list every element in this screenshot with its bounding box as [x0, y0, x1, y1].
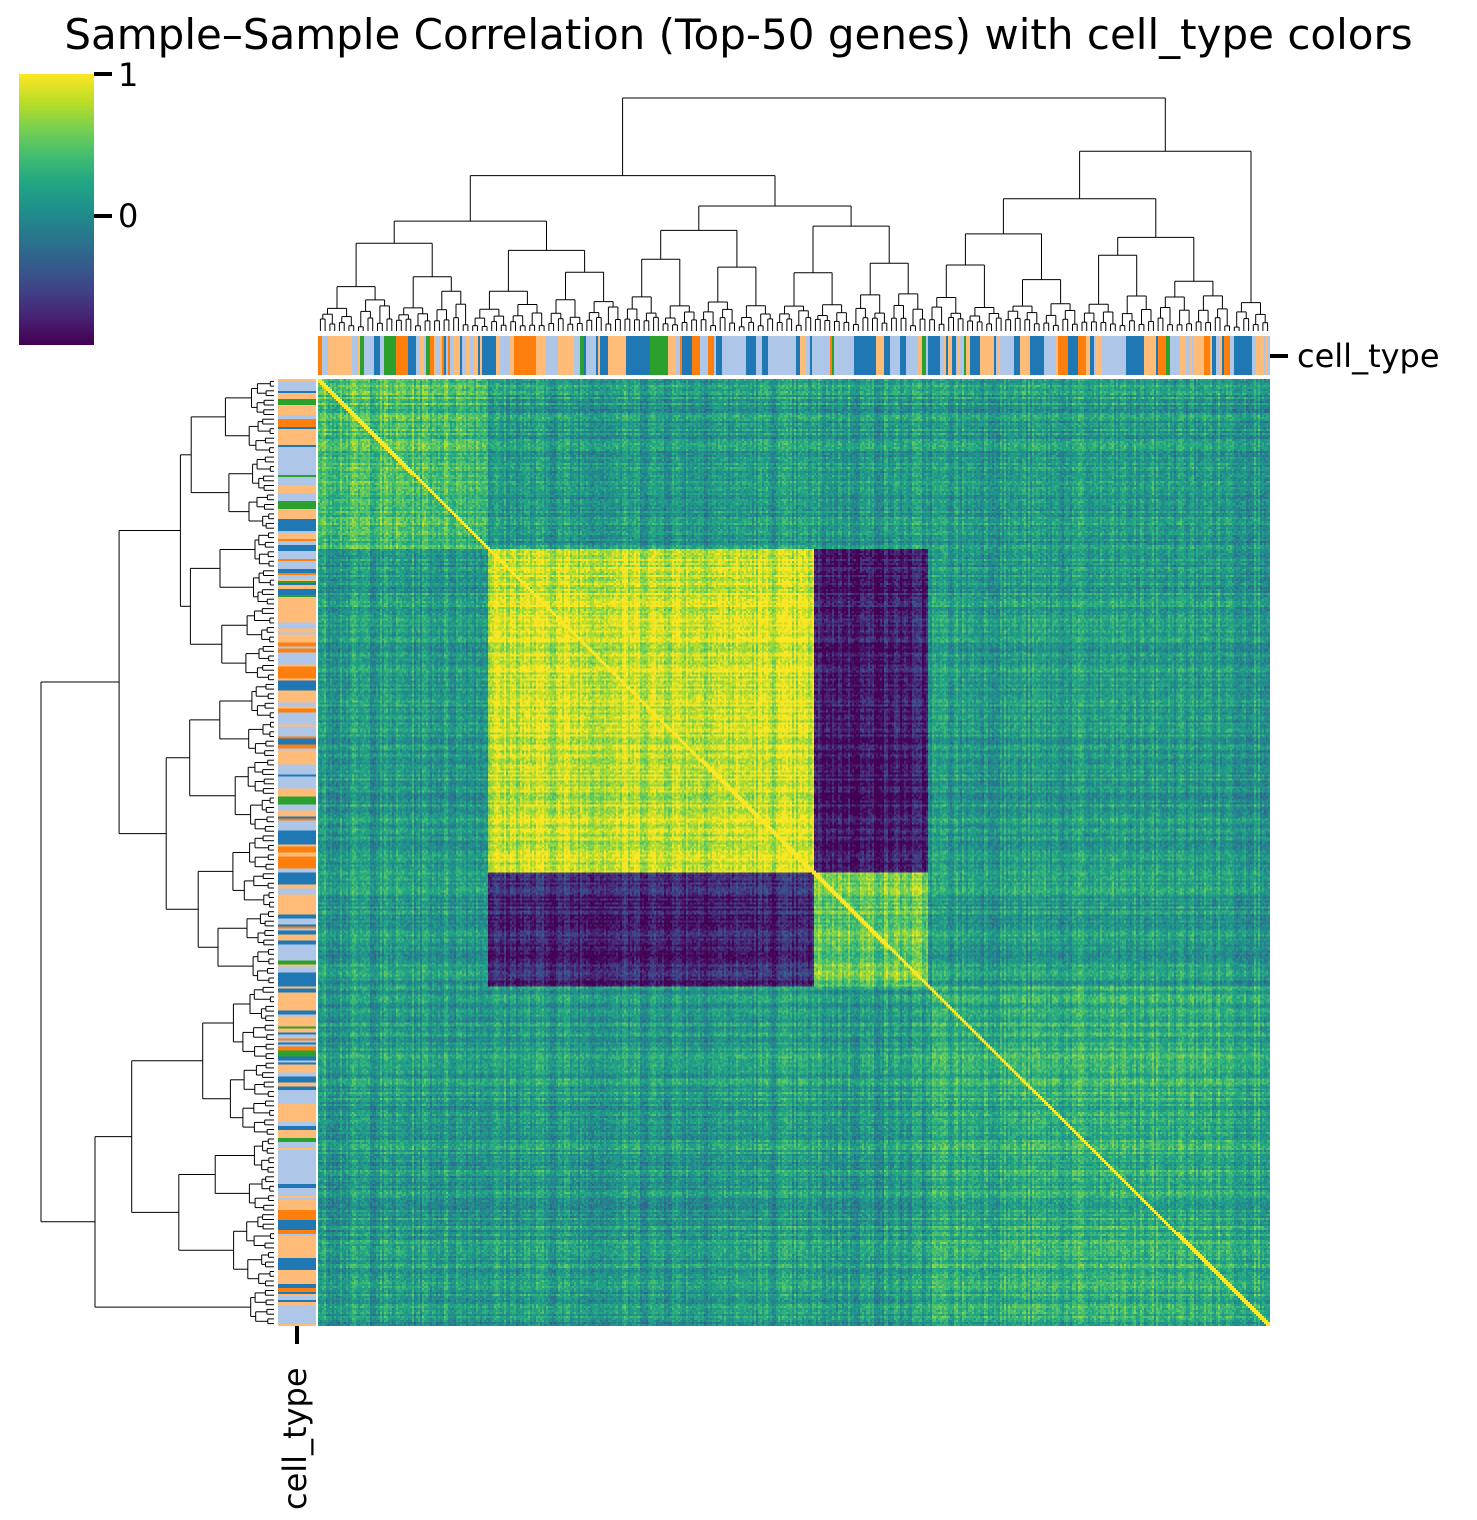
column-cell-type-colors: [318, 336, 1270, 375]
row-dendrogram: [40, 380, 274, 1325]
row-annotation-label: cell_type: [276, 1367, 314, 1510]
column-dendrogram: [319, 97, 1269, 331]
colorbar: [19, 74, 94, 345]
colorbar-ticks: [94, 72, 112, 218]
colorbar-tick-label-0: 0: [118, 197, 139, 235]
row-cell-type-colors: [278, 379, 316, 1326]
column-annotation-label: cell_type: [1297, 337, 1440, 375]
colorbar-tick-label-1: 1: [118, 56, 139, 94]
correlation-heatmap: [318, 379, 1270, 1326]
chart-title: Sample–Sample Correlation (Top-50 genes)…: [64, 10, 1413, 59]
